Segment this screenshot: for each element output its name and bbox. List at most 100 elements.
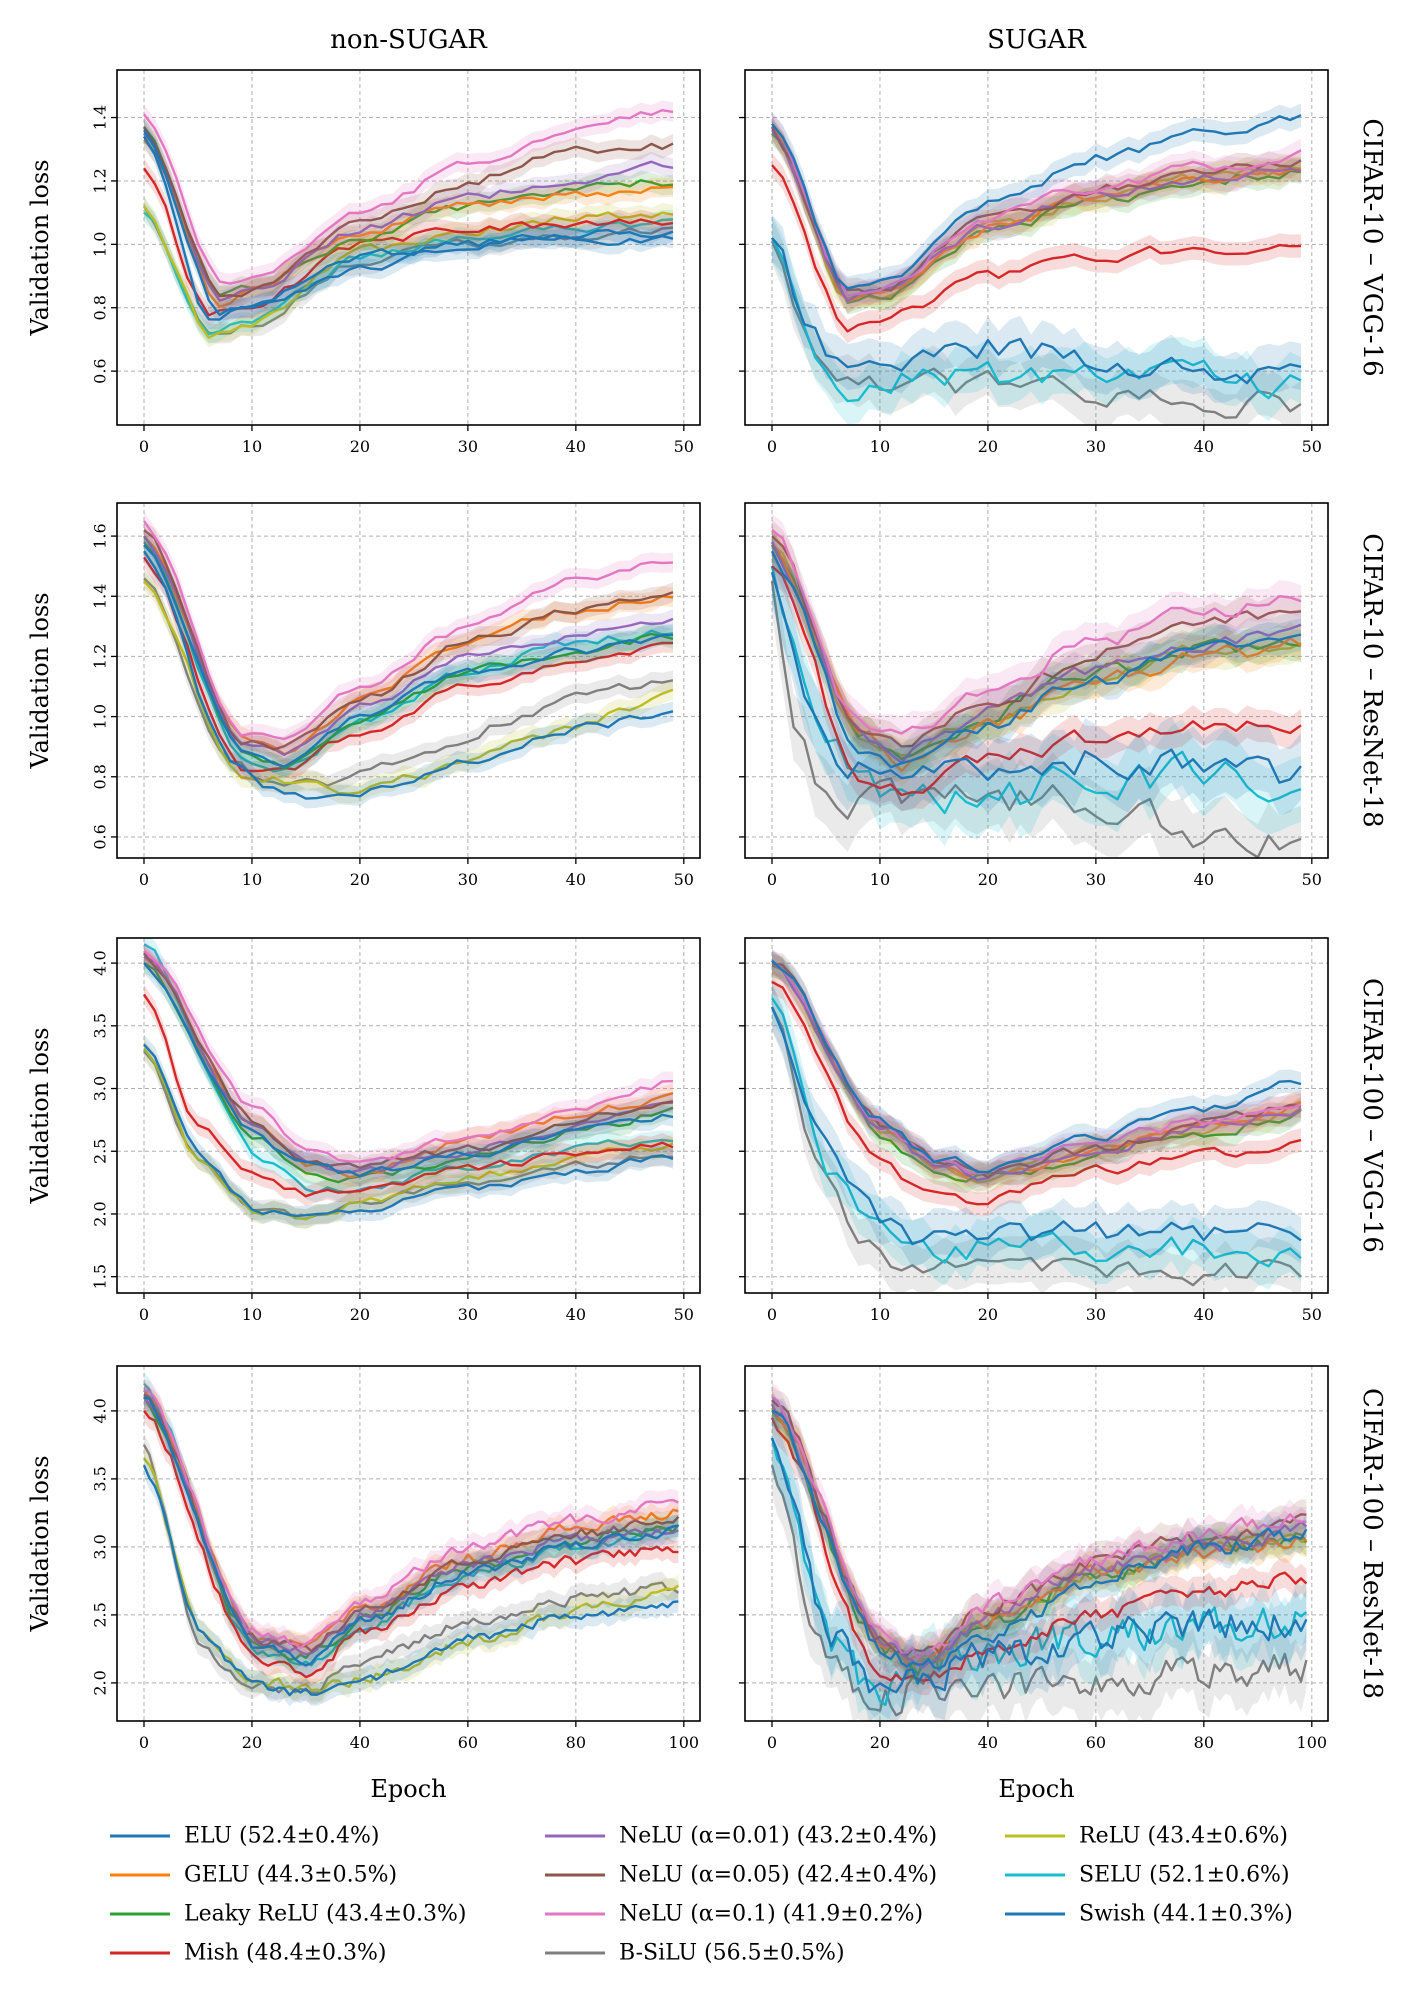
x-tick-label: 0 <box>767 1733 777 1752</box>
legend-label: NeLU (α=0.01) (43.2±0.4%) <box>619 1824 937 1849</box>
y-axis-label: Validation loss <box>26 1455 54 1632</box>
x-tick-label: 80 <box>1194 1733 1214 1752</box>
band-swish <box>772 103 1301 301</box>
x-axis-label: Epoch <box>998 1775 1074 1803</box>
line-bsilu <box>770 1006 1302 1287</box>
line-nelu01 <box>143 1389 679 1649</box>
band-nelu001 <box>144 123 673 311</box>
line-nelu01 <box>771 959 1302 1175</box>
x-tick-label: 0 <box>139 1305 149 1324</box>
x-tick-label: 30 <box>1086 1305 1106 1324</box>
line-mish <box>770 1417 1308 1682</box>
legend-entry-relu: ReLU (43.4±0.6%) <box>1005 1824 1288 1849</box>
axes-frame <box>116 937 701 1294</box>
band-gelu <box>772 951 1301 1188</box>
y-tick-label: 2.0 <box>91 1670 110 1695</box>
line-nelu005 <box>143 1393 680 1653</box>
x-tick-label: 50 <box>1302 437 1322 456</box>
x-tick-label: 10 <box>242 437 262 456</box>
legend-entry-nelu005: NeLU (α=0.05) (42.4±0.4%) <box>545 1863 937 1888</box>
band-mish <box>144 547 673 781</box>
x-tick-label: 50 <box>674 437 694 456</box>
band-elu <box>772 1407 1307 1721</box>
band-mish <box>772 550 1301 812</box>
column-title: non-SUGAR <box>330 25 488 55</box>
x-tick-label: 10 <box>870 437 890 456</box>
y-tick-label: 1.2 <box>91 644 110 669</box>
line-selu <box>143 943 674 1195</box>
y-tick-label: 1.4 <box>91 105 110 130</box>
y-tick-label: 0.6 <box>91 824 110 849</box>
row-title: CIFAR-100 – VGG-16 <box>1357 978 1387 1253</box>
panel-r3-c0: 0 20 40 60 80 100 2.0 2.5 3.0 3.5 4.0 <box>91 1365 701 1752</box>
band-elu <box>144 126 673 330</box>
x-tick-label: 20 <box>350 437 370 456</box>
line-gelu <box>771 126 1302 303</box>
line-selu <box>770 1437 1308 1707</box>
axes-frame <box>116 502 701 859</box>
band-bsilu <box>144 1041 673 1229</box>
y-tick-label: 2.5 <box>91 1602 110 1627</box>
axes-frame <box>744 937 1329 1294</box>
y-tick-label: 4.0 <box>91 1398 110 1423</box>
band-relu <box>144 571 673 804</box>
x-tick-label: 0 <box>139 870 149 889</box>
x-tick-label: 0 <box>767 437 777 456</box>
column-title: SUGAR <box>987 25 1087 55</box>
x-tick-label: 20 <box>978 437 998 456</box>
x-tick-label: 40 <box>1194 870 1214 889</box>
line-gelu <box>143 138 674 308</box>
y-axis-label: Validation loss <box>26 592 54 769</box>
x-tick-label: 50 <box>1302 1305 1322 1324</box>
legend-entry-elu: ELU (52.4±0.4%) <box>110 1824 379 1849</box>
axes-frame <box>744 502 1329 859</box>
x-tick-label: 10 <box>242 1305 262 1324</box>
x-tick-label: 40 <box>978 1733 998 1752</box>
band-nelu001 <box>144 1386 679 1666</box>
line-selu <box>143 211 674 336</box>
y-tick-label: 1.5 <box>91 1264 110 1289</box>
band-swish <box>144 535 673 777</box>
legend-entry-mish: Mish (48.4±0.3%) <box>110 1941 387 1966</box>
x-tick-label: 40 <box>566 1305 586 1324</box>
band-mish <box>144 984 673 1207</box>
band-nelu01 <box>144 100 673 294</box>
x-tick-label: 30 <box>458 437 478 456</box>
band-leaky <box>772 121 1301 315</box>
band-swish <box>772 948 1301 1184</box>
band-swish <box>772 1396 1307 1684</box>
row-title: CIFAR-10 – ResNet-18 <box>1357 533 1387 827</box>
line-nelu005 <box>143 529 674 751</box>
legend-label: B-SiLU (56.5±0.5%) <box>619 1941 845 1966</box>
line-gelu <box>143 1389 679 1647</box>
panel-r3-c1: 0 20 40 60 80 100 <box>739 1365 1329 1752</box>
legend-label: ELU (52.4±0.4%) <box>184 1824 379 1849</box>
line-selu <box>143 535 674 773</box>
line-swish <box>771 1409 1308 1670</box>
y-tick-label: 1.6 <box>91 523 110 548</box>
x-tick-label: 30 <box>1086 870 1106 889</box>
panel-r0-c0: 0 10 20 30 40 50 0.6 0.8 1.0 1.2 1.4 <box>91 69 701 456</box>
line-nelu005 <box>771 535 1302 748</box>
legend-label: GELU (44.3±0.5%) <box>184 1863 397 1888</box>
line-swish <box>142 129 674 316</box>
line-nelu005 <box>143 952 674 1170</box>
line-mish <box>142 993 674 1198</box>
x-tick-label: 20 <box>350 1305 370 1324</box>
legend-entry-nelu001: NeLU (α=0.01) (43.2±0.4%) <box>545 1824 937 1849</box>
x-tick-label: 50 <box>674 1305 694 1324</box>
line-bsilu <box>770 240 1302 419</box>
line-swish <box>143 962 674 1178</box>
x-tick-label: 10 <box>242 870 262 889</box>
legend-entry-swish: Swish (44.1±0.3%) <box>1005 1902 1293 1927</box>
band-swish <box>772 534 1301 784</box>
line-elu <box>142 550 674 800</box>
line-nelu001 <box>143 535 674 757</box>
line-swish <box>771 114 1302 290</box>
line-mish <box>771 565 1302 797</box>
band-elu <box>772 539 1301 816</box>
band-bsilu <box>772 983 1301 1293</box>
band-selu <box>772 214 1301 425</box>
panel-r1-c0: 0 10 20 30 40 50 0.6 0.8 1.0 1.2 1.4 1.6 <box>91 502 701 889</box>
band-bsilu <box>772 217 1301 425</box>
